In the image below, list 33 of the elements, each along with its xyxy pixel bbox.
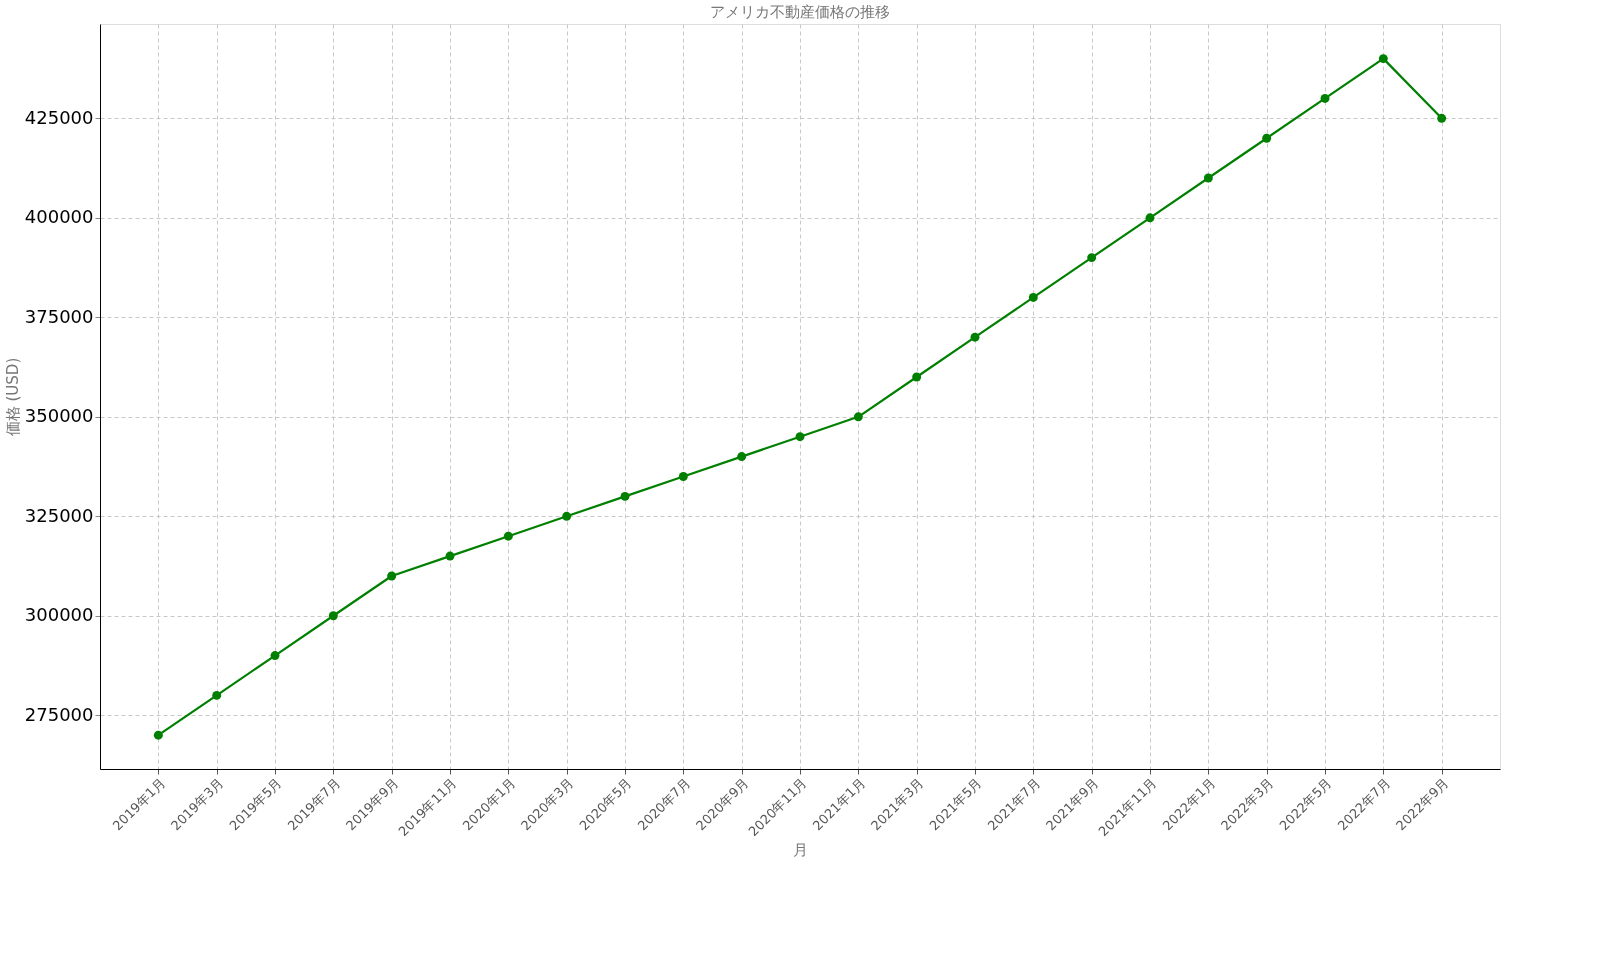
point — [1437, 113, 1447, 123]
point — [1378, 54, 1388, 64]
y-tick-label: 375000 — [24, 305, 94, 327]
y-tick-label: 325000 — [24, 504, 94, 526]
y-axis-title: 価格 (USD) — [3, 357, 22, 437]
point — [503, 531, 513, 541]
chart-title: アメリカ不動産価格の推移 — [710, 3, 890, 21]
point — [1028, 292, 1038, 302]
point — [1203, 173, 1213, 183]
point — [328, 611, 338, 621]
point — [445, 551, 455, 561]
point — [270, 651, 280, 661]
point — [853, 412, 863, 422]
point — [562, 511, 572, 521]
point — [1320, 93, 1330, 103]
point — [212, 690, 222, 700]
point — [795, 432, 805, 442]
x-axis-title: 月 — [793, 841, 808, 860]
point — [970, 332, 980, 342]
point — [1087, 253, 1097, 263]
point — [387, 571, 397, 581]
point — [678, 472, 688, 481]
y-tick-label: 425000 — [24, 106, 94, 128]
point — [737, 452, 747, 462]
point — [153, 730, 163, 740]
y-tick-label: 275000 — [24, 703, 94, 725]
point — [1145, 213, 1155, 223]
point — [912, 372, 922, 382]
y-tick-label: 300000 — [24, 604, 94, 626]
point — [1262, 133, 1272, 143]
y-tick-label: 350000 — [24, 405, 94, 427]
y-tick-label: 400000 — [24, 206, 94, 228]
point — [620, 491, 630, 501]
